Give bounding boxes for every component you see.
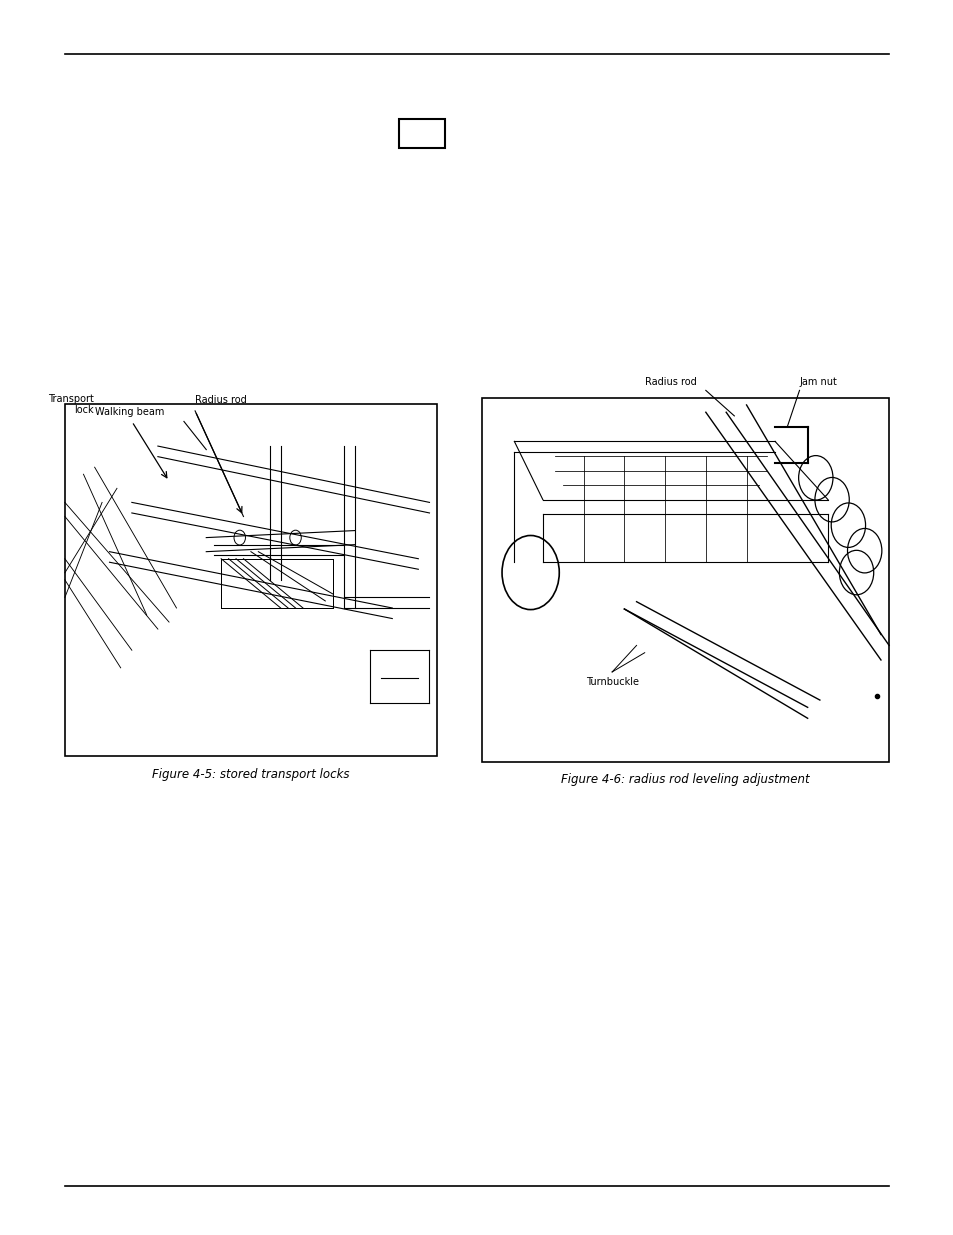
Text: Figure 4-6: radius rod leveling adjustment: Figure 4-6: radius rod leveling adjustme… bbox=[560, 773, 808, 787]
Text: Radius rod: Radius rod bbox=[194, 395, 247, 405]
Text: Walking beam: Walking beam bbox=[95, 406, 165, 416]
Bar bbox=[65, 404, 436, 756]
Bar bbox=[481, 398, 888, 762]
Text: Turnbuckle: Turnbuckle bbox=[585, 677, 638, 687]
Text: Jam nut: Jam nut bbox=[799, 377, 837, 387]
Text: Figure 4-5: stored transport locks: Figure 4-5: stored transport locks bbox=[152, 768, 350, 782]
Text: Transport
lock: Transport lock bbox=[48, 394, 93, 415]
Text: Radius rod: Radius rod bbox=[644, 377, 696, 387]
Bar bbox=[398, 119, 444, 148]
